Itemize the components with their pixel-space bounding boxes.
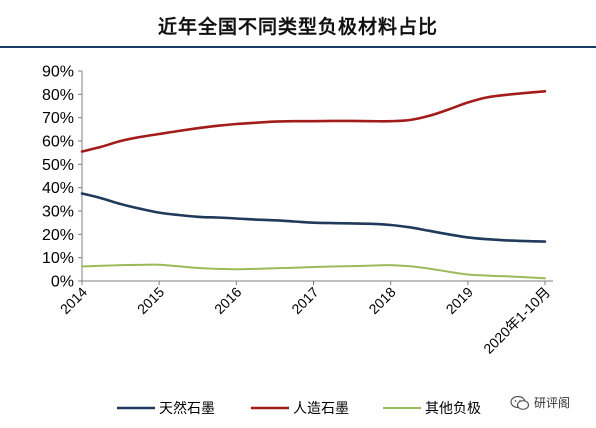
y-tick-label: 50% — [42, 157, 74, 174]
chart-title-bar: 近年全国不同类型负极材料占比 — [0, 0, 596, 46]
y-tick-label: 60% — [42, 134, 74, 151]
series-line-3 — [81, 263, 546, 280]
x-tick-label: 2016 — [211, 284, 244, 317]
y-tick-label: 90% — [42, 64, 74, 81]
series-line-2 — [80, 90, 547, 153]
x-tick-label: 2019 — [443, 284, 476, 317]
legend-label-1: 天然石墨 — [159, 400, 215, 417]
x-tick-labels: 2014 2015 2016 2017 2018 2019 2020年1-10月 — [57, 284, 553, 357]
legend-label-3: 其他负极 — [425, 401, 481, 417]
y-tick-label: 20% — [42, 227, 74, 244]
wechat-icon — [510, 395, 530, 410]
y-tick-label: 70% — [42, 110, 74, 127]
x-tick-label: 2020年1-10月 — [480, 284, 553, 357]
x-tick-label: 2017 — [288, 284, 321, 317]
watermark-text: 研评阁 — [534, 396, 571, 410]
chart-title: 近年全国不同类型负极材料占比 — [157, 15, 438, 38]
y-tick-label: 40% — [42, 180, 74, 197]
legend: 天然石墨 人造石墨 其他负极 — [117, 400, 481, 417]
y-tick-label: 10% — [42, 250, 74, 267]
y-tick-label: 0% — [51, 274, 74, 291]
legend-label-2: 人造石墨 — [293, 401, 349, 417]
y-tick-label: 80% — [42, 87, 74, 104]
y-tick-labels: 0% 10% 20% 30% 40% 50% 60% 70% 80% 90% — [42, 64, 74, 291]
y-tick-label: 30% — [42, 204, 74, 221]
watermark: 研评阁 — [510, 394, 570, 411]
series-line-1 — [80, 192, 547, 243]
x-tick-label: 2018 — [365, 284, 398, 317]
series-lines — [80, 90, 547, 280]
x-tick-label: 2015 — [134, 284, 167, 317]
title-divider — [0, 46, 596, 48]
axes — [78, 70, 553, 285]
